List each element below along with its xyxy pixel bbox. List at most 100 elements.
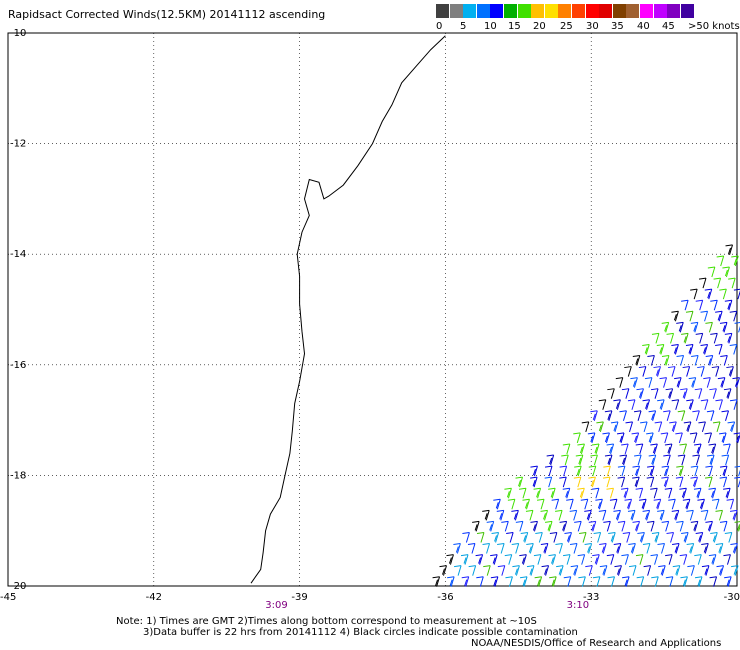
- chart-title: Rapidsact Corrected Winds(12.5KM) 201411…: [8, 8, 326, 21]
- wind-barb: [704, 288, 713, 300]
- wind-barb: [711, 366, 720, 377]
- wind-barb: [650, 388, 659, 399]
- wind-barb: [483, 565, 491, 576]
- wind-barb: [544, 476, 553, 488]
- wind-barb: [624, 366, 632, 377]
- wind-barb: [653, 366, 661, 377]
- wind-barb: [564, 531, 572, 543]
- wind-barb: [596, 421, 604, 433]
- wind-barb: [590, 410, 598, 421]
- wind-barb: [634, 454, 642, 466]
- legend-label: 0: [436, 21, 443, 32]
- legend-label: 40: [637, 21, 650, 32]
- wind-barb: [698, 421, 706, 433]
- legend-swatch: [531, 4, 545, 18]
- wind-barb: [522, 498, 530, 510]
- wind-barb: [665, 576, 674, 587]
- legend-label: 35: [611, 21, 624, 32]
- wind-barb: [519, 576, 528, 587]
- wind-barb: [620, 487, 629, 499]
- wind-barb: [651, 576, 659, 587]
- wind-barb: [588, 520, 597, 532]
- wind-barb: [540, 509, 548, 521]
- legend-label: 30: [586, 21, 599, 32]
- wind-barb: [690, 288, 698, 300]
- wind-barb: [729, 343, 738, 355]
- wind-barb: [566, 498, 574, 510]
- wind-barb: [666, 332, 675, 344]
- wind-barb: [682, 498, 691, 510]
- wind-barb: [512, 565, 520, 576]
- wind-barb: [432, 576, 441, 587]
- wind-barb: [454, 565, 462, 576]
- wind-barb: [622, 576, 630, 587]
- wind-barb: [462, 531, 470, 543]
- legend-label: 45: [662, 21, 675, 32]
- wind-barb: [476, 531, 485, 543]
- wind-barb: [723, 443, 731, 455]
- wind-barb: [647, 520, 655, 532]
- wind-barb: [683, 421, 692, 433]
- wind-barb: [468, 565, 477, 576]
- footer-note-2: 3)Data buffer is 22 hrs from 20141112 4)…: [143, 627, 578, 638]
- wind-barb: [599, 565, 608, 576]
- wind-barb: [613, 543, 622, 554]
- wind-barb: [507, 498, 516, 510]
- wind-barb: [642, 399, 651, 410]
- wind-barb: [661, 321, 670, 333]
- wind-barb: [654, 421, 663, 433]
- wind-barb: [724, 576, 732, 587]
- wind-barb: [636, 388, 644, 399]
- wind-barb: [704, 476, 713, 488]
- wind-barb: [606, 443, 615, 455]
- wind-barb: [526, 565, 535, 576]
- wind-barb: [453, 543, 461, 554]
- wind-barb: [715, 399, 723, 410]
- wind-barb: [657, 509, 665, 521]
- wind-barb: [613, 399, 621, 410]
- wind-barb: [668, 498, 676, 510]
- wind-barb: [697, 498, 705, 510]
- wind-barb: [482, 543, 491, 554]
- wind-barb: [719, 288, 727, 300]
- wind-barb: [607, 576, 615, 587]
- wind-barb: [497, 565, 506, 576]
- wind-barb: [717, 377, 726, 388]
- wind-barb: [690, 476, 698, 488]
- wind-barb: [659, 377, 668, 388]
- wind-barb: [632, 465, 640, 477]
- wind-barb: [729, 509, 738, 521]
- wind-barb: [690, 520, 699, 532]
- wind-barb: [638, 366, 647, 377]
- y-tick-label: -10: [10, 28, 26, 39]
- y-tick-label: -18: [10, 470, 26, 481]
- wind-barb: [525, 509, 534, 521]
- wind-barb: [686, 509, 694, 521]
- wind-barb: [665, 388, 674, 399]
- wind-barb: [671, 509, 680, 521]
- wind-barb: [632, 476, 640, 488]
- wind-barb: [491, 531, 500, 543]
- wind-barb: [711, 498, 720, 510]
- wind-barb: [729, 399, 738, 410]
- wind-barb: [619, 410, 627, 421]
- wind-barb: [733, 432, 740, 444]
- wind-barb: [646, 432, 654, 444]
- y-tick-label: -16: [10, 360, 26, 371]
- wind-barb: [686, 399, 694, 410]
- wind-barb: [726, 366, 734, 377]
- wind-barb: [661, 355, 670, 366]
- wind-barb: [671, 399, 680, 410]
- wind-barb: [719, 465, 728, 477]
- x-tick-label: -36: [437, 592, 453, 603]
- wind-barb: [541, 565, 550, 576]
- wind-barb: [675, 432, 683, 444]
- y-tick-label: -20: [10, 581, 26, 592]
- wind-barb: [710, 332, 718, 344]
- x-tick-label: -30: [724, 592, 740, 603]
- legend-swatch: [504, 4, 517, 18]
- wind-barb: [685, 343, 694, 355]
- wind-barb: [439, 565, 447, 576]
- wind-barb: [681, 299, 689, 311]
- wind-barb: [493, 498, 501, 510]
